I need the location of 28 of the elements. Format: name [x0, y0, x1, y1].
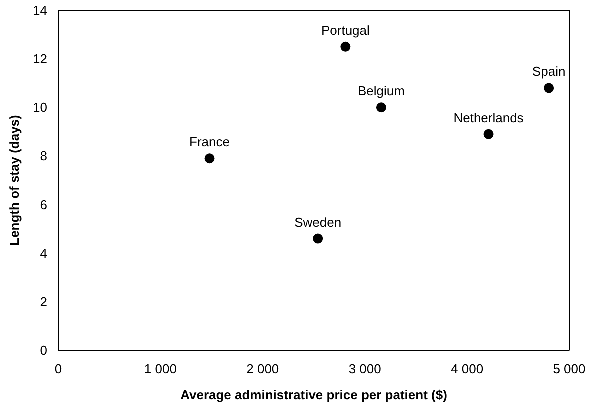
x-tick-label: 3 000 [348, 362, 382, 376]
y-tick-label: 14 [33, 3, 48, 18]
y-tick-label: 4 [40, 246, 48, 261]
y-tick-label: 6 [40, 197, 48, 212]
point [544, 83, 554, 94]
point [484, 129, 494, 140]
x-tick-label: 4 000 [451, 362, 484, 376]
x-tick-label: 5 000 [553, 362, 586, 376]
point [340, 42, 351, 52]
point [376, 102, 386, 113]
y-tick-label: 12 [33, 52, 48, 67]
y-tick-label: 0 [40, 343, 48, 358]
point [313, 234, 324, 244]
point [204, 154, 215, 164]
series-label: Portugal [321, 22, 370, 38]
y-tick-label: 8 [40, 148, 48, 164]
x-axis-title: Average administrative price per patient ($) [180, 388, 448, 402]
x-tick-label: 2 000 [246, 362, 280, 376]
series-label: Netherlands [454, 110, 524, 126]
x-tick-label: 1 000 [144, 362, 177, 376]
y-axis-title: Length of stay (days) [7, 115, 22, 246]
series-label: France [190, 134, 230, 150]
series-label: Sweden [294, 214, 342, 230]
y-tick-label: 10 [33, 100, 48, 116]
series-label: Spain [532, 64, 566, 80]
y-tick-label: 2 [40, 294, 48, 310]
series-label: Belgium [358, 84, 405, 99]
x-tick-label: 0 [54, 362, 62, 376]
